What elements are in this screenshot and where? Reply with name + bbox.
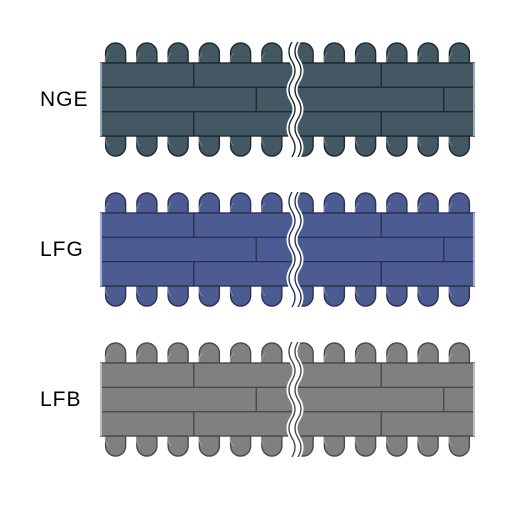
label-nge: NGE — [40, 88, 89, 112]
belt-nge — [100, 42, 475, 157]
belt-diagram: { "layout": { "belt_x": 100, "belt_width… — [0, 0, 512, 512]
label-lfg: LFG — [40, 238, 84, 262]
belt-lfg — [100, 192, 475, 307]
label-lfb: LFB — [40, 388, 82, 412]
belt-lfb — [100, 342, 475, 457]
